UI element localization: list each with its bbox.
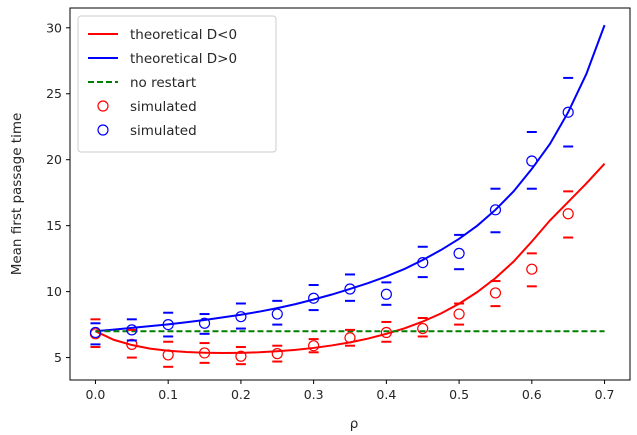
data-point — [126, 338, 138, 350]
simulated-series-4 — [89, 76, 574, 346]
data-point — [162, 349, 174, 361]
data-point — [198, 317, 211, 329]
data-point — [271, 308, 283, 320]
data-point — [526, 155, 538, 167]
data-point — [380, 288, 392, 300]
data-point — [235, 311, 247, 323]
y-tick-label: 15 — [46, 218, 62, 233]
data-point — [235, 350, 247, 362]
x-tick-label: 0.6 — [522, 387, 542, 402]
data-point — [526, 263, 538, 275]
legend-label: theoretical D<0 — [130, 27, 237, 43]
data-point — [308, 340, 320, 352]
x-axis-ticks: 0.0 0.1 0.2 0.3 0.4 0.5 0.6 0.7 — [86, 380, 615, 402]
legend-label: no restart — [130, 75, 196, 91]
data-point — [308, 292, 320, 304]
legend: theoretical D<0 theoretical D>0 no resta… — [77, 15, 277, 153]
x-tick-label: 0.0 — [86, 387, 106, 402]
data-point — [489, 287, 502, 299]
legend-marker-blue-simulated — [97, 124, 109, 136]
legend-marker-red-simulated — [97, 100, 109, 112]
y-tick-label: 20 — [46, 152, 62, 167]
data-point — [417, 322, 429, 335]
plot-frame — [69, 7, 631, 381]
x-tick-label: 0.7 — [595, 387, 615, 402]
y-axis-ticks: 5 10 15 20 25 30 — [46, 20, 70, 365]
x-tick-label: 0.3 — [304, 387, 324, 402]
data-point — [162, 318, 174, 331]
data-point — [344, 283, 356, 295]
y-tick-label: 10 — [46, 284, 62, 299]
data-point — [489, 204, 502, 216]
y-tick-label: 5 — [54, 350, 62, 365]
data-point — [453, 247, 465, 259]
x-tick-label: 0.5 — [449, 387, 469, 402]
x-axis-label: ρ — [350, 416, 359, 432]
data-point — [417, 256, 429, 269]
simulated-series-3 — [89, 190, 574, 368]
data-point — [126, 324, 138, 336]
legend-box — [77, 15, 277, 153]
data-point — [453, 308, 465, 320]
legend-label: theoretical D>0 — [130, 51, 237, 67]
x-tick-label: 0.2 — [231, 387, 251, 402]
data-point — [344, 332, 356, 344]
data-point — [271, 348, 283, 360]
data-point — [380, 326, 392, 339]
data-point — [198, 347, 211, 359]
data-point — [562, 208, 574, 220]
theory-line-1 — [95, 24, 606, 333]
y-tick-label: 30 — [46, 20, 62, 35]
data-point — [562, 106, 574, 118]
y-tick-label: 25 — [46, 86, 62, 101]
legend-label: simulated — [130, 123, 197, 139]
data-point — [89, 326, 102, 339]
plot-area — [89, 24, 606, 368]
x-tick-label: 0.1 — [158, 387, 178, 402]
legend-label: simulated — [130, 99, 197, 115]
y-axis-label: Mean first passage time — [9, 113, 25, 276]
x-tick-label: 0.4 — [376, 387, 396, 402]
